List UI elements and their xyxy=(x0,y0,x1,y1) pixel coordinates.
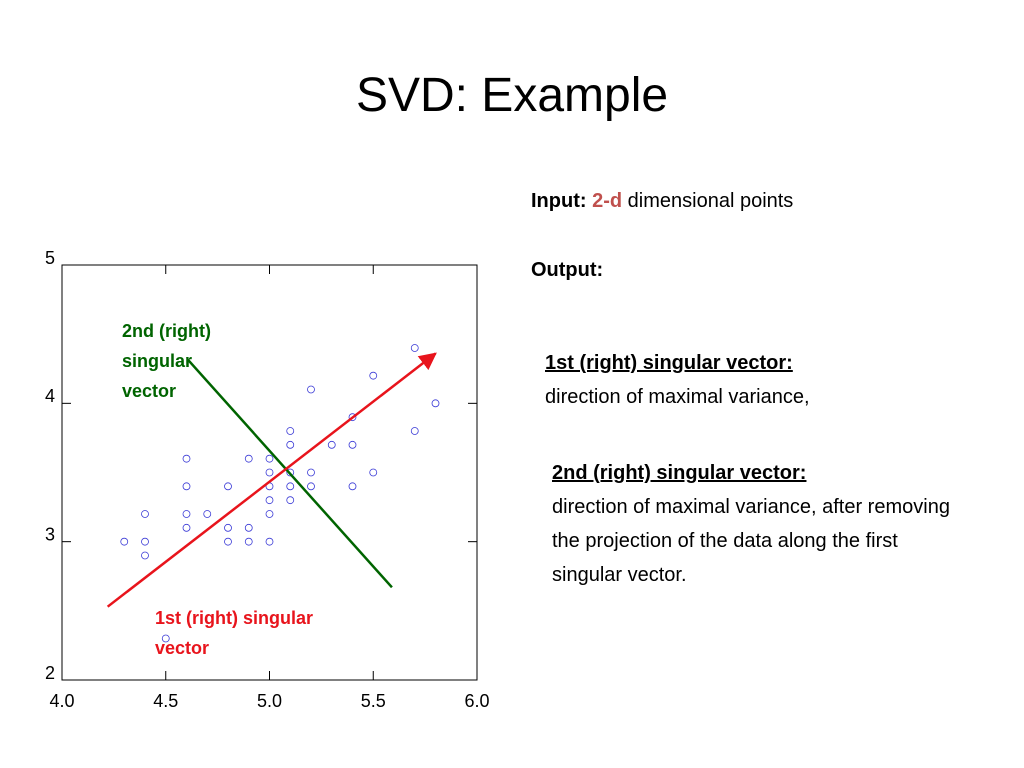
point xyxy=(244,454,253,463)
point xyxy=(120,537,129,546)
point xyxy=(141,510,149,518)
input-label: Input: xyxy=(531,190,587,212)
point xyxy=(431,399,440,408)
y-tick-label: 4 xyxy=(45,386,55,406)
vector-line xyxy=(187,359,393,589)
point xyxy=(307,482,315,491)
point xyxy=(348,413,357,422)
point xyxy=(286,496,295,505)
point xyxy=(244,523,253,532)
point xyxy=(348,482,357,491)
y-tick-label: 2 xyxy=(45,663,55,683)
point xyxy=(265,468,274,477)
point xyxy=(265,496,274,505)
vector-line xyxy=(106,352,437,608)
point xyxy=(182,510,191,518)
point xyxy=(141,537,149,546)
point xyxy=(307,468,315,477)
vector-label: 2nd (right) singular vector xyxy=(122,321,211,401)
point xyxy=(141,551,149,560)
point xyxy=(265,454,274,463)
point xyxy=(286,468,295,477)
point xyxy=(182,523,191,532)
point xyxy=(348,440,357,449)
point xyxy=(286,427,295,435)
vector-label: 1st (right) singular vector xyxy=(155,608,314,658)
point xyxy=(182,454,191,463)
point xyxy=(286,440,295,449)
input-line: Input: 2-d dimensional points xyxy=(531,184,793,218)
vector1-heading: 1st (right) singular vector: xyxy=(545,352,793,374)
y-tick-label: 5 xyxy=(45,248,55,268)
point xyxy=(307,385,315,394)
x-tick-label: 4.5 xyxy=(153,691,178,711)
point xyxy=(161,634,170,643)
point xyxy=(203,510,212,518)
y-tick-label: 3 xyxy=(45,524,55,544)
input-text: dimensional points xyxy=(627,190,794,212)
point xyxy=(265,510,274,518)
point xyxy=(224,482,232,491)
vector1-text: direction of maximal variance, xyxy=(545,386,810,408)
x-tick-label: 5.5 xyxy=(361,691,386,711)
point xyxy=(182,482,191,491)
vector2-text: direction of maximal variance, after rem… xyxy=(552,496,950,586)
input-highlight: 2-d xyxy=(592,190,623,212)
vector2-heading: 2nd (right) singular vector: xyxy=(552,462,807,484)
slide-title: SVD: Example xyxy=(355,69,669,122)
point xyxy=(369,468,378,477)
vector1-block: 1st (right) singular vector: direction of… xyxy=(545,346,810,414)
vector2-block: 2nd (right) singular vector: direction of… xyxy=(552,456,972,592)
x-tick-label: 6.0 xyxy=(464,691,489,711)
x-tick-label: 5.0 xyxy=(257,691,282,711)
point xyxy=(286,482,295,491)
output-label: Output: xyxy=(531,259,604,281)
point xyxy=(369,371,378,380)
point xyxy=(410,344,419,352)
output-line: Output: xyxy=(531,253,603,287)
point xyxy=(244,537,253,546)
point xyxy=(224,523,232,532)
point xyxy=(410,427,419,435)
point xyxy=(224,537,232,546)
x-tick-label: 4.0 xyxy=(49,691,74,711)
point xyxy=(327,440,336,449)
point xyxy=(265,537,274,546)
